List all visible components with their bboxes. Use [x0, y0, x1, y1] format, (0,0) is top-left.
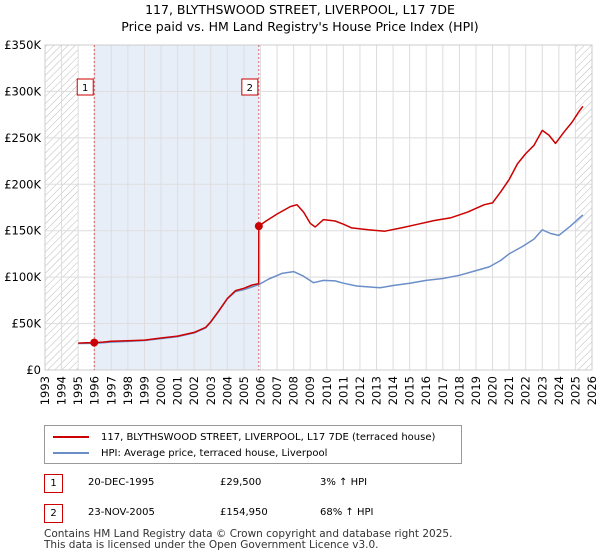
x-tick-label: 1994	[55, 376, 69, 405]
x-tick-label: 2025	[568, 376, 582, 405]
legend-swatch-hpi	[53, 452, 89, 454]
x-tick-label: 1995	[71, 376, 85, 405]
sale-number-badge: 1	[44, 474, 63, 493]
x-tick-label: 2017	[436, 376, 450, 405]
chart-subtitle: Price paid vs. HM Land Registry's House …	[121, 19, 479, 34]
footer-line-copyright: Contains HM Land Registry data © Crown c…	[44, 528, 453, 540]
x-tick-label: 1996	[88, 376, 102, 405]
y-tick-label: £250K	[4, 131, 41, 145]
x-tick-label: 2001	[171, 376, 185, 405]
x-tick-label: 2009	[303, 376, 317, 405]
sale-point	[90, 338, 99, 347]
sale-row: 2 23-NOV-2005 £154,950 68% ↑ HPI	[44, 504, 404, 524]
x-tick-label: 2014	[386, 376, 400, 405]
y-tick-label: £300K	[4, 84, 41, 98]
sale-label-text: 1	[82, 83, 88, 94]
x-tick-label: 2006	[253, 376, 267, 405]
y-tick-label: £200K	[4, 177, 41, 191]
x-tick-label: 2023	[535, 376, 549, 405]
x-tick-label: 1997	[104, 376, 118, 405]
x-tick-label: 2008	[287, 376, 301, 405]
x-tick-label: 2005	[237, 376, 251, 405]
x-tick-label: 2013	[370, 376, 384, 405]
y-tick-label: £150K	[4, 224, 41, 238]
legend-label-property: 117, BLYTHSWOOD STREET, LIVERPOOL, L17 7…	[101, 431, 436, 443]
x-tick-label: 2018	[452, 376, 466, 405]
sale-date: 23-NOV-2005	[88, 507, 155, 518]
x-tick-label: 2010	[320, 376, 334, 405]
sale-number-badge: 2	[44, 504, 63, 523]
sale-label-text: 2	[247, 83, 253, 94]
x-tick-label: 2015	[403, 376, 417, 405]
x-tick-label: 2016	[419, 376, 433, 405]
hatch-region-after-data	[575, 45, 592, 370]
y-tick-label: £350K	[4, 38, 41, 52]
legend-label-hpi: HPI: Average price, terraced house, Live…	[101, 447, 328, 459]
plot-frame	[44, 44, 593, 371]
sale-date: 20-DEC-1995	[88, 477, 155, 488]
x-tick-label: 2012	[353, 376, 367, 405]
sale-point	[254, 222, 263, 231]
x-tick-label: 2000	[154, 376, 168, 405]
x-tick-label: 2004	[220, 376, 234, 405]
x-tick-label: 1999	[137, 376, 151, 405]
sale-price: £154,950	[220, 507, 268, 518]
footer-attribution: Contains HM Land Registry data © Crown c…	[44, 529, 452, 551]
sale-label-box	[76, 78, 94, 96]
sale-row: 1 20-DEC-1995 £29,500 3% ↑ HPI	[44, 474, 404, 494]
x-tick-label: 2026	[585, 376, 599, 405]
sale-hpi-change: 68% ↑ HPI	[320, 507, 374, 518]
chart-legend: 117, BLYTHSWOOD STREET, LIVERPOOL, L17 7…	[44, 425, 462, 464]
x-tick-label: 1993	[38, 376, 52, 405]
x-tick-label: 2002	[187, 376, 201, 405]
x-tick-label: 2007	[270, 376, 284, 405]
price-chart: £0 £50K £100K £150K £200K £250K £300K £350K 1993…	[4, 38, 599, 405]
x-tick-label: 2020	[486, 376, 500, 405]
y-tick-label: £100K	[4, 270, 41, 284]
sale-label-box	[241, 78, 259, 96]
y-tick-label: £0	[26, 363, 41, 377]
legend-item-property: 117, BLYTHSWOOD STREET, LIVERPOOL, L17 7…	[53, 430, 435, 444]
x-tick-label: 2003	[204, 376, 218, 405]
y-tick-label: £50K	[12, 317, 42, 331]
chart-title: 117, BLYTHSWOOD STREET, LIVERPOOL, L17 7…	[145, 2, 455, 17]
sale-hpi-change: 3% ↑ HPI	[320, 477, 368, 488]
footer-line-licence: This data is licensed under the Open Gov…	[44, 539, 379, 551]
x-tick-label: 2021	[502, 376, 516, 405]
sale-price: £29,500	[220, 477, 262, 488]
property-series-line	[78, 105, 584, 344]
x-tick-label: 2024	[552, 376, 566, 405]
x-tick-label: 1998	[121, 376, 135, 405]
x-tick-label: 2011	[336, 376, 350, 405]
sale-period-band	[94, 45, 259, 370]
x-tick-label: 2022	[519, 376, 533, 405]
x-tick-label: 2019	[469, 376, 483, 405]
legend-swatch-property	[53, 436, 89, 438]
legend-item-hpi: HPI: Average price, terraced house, Live…	[53, 446, 327, 460]
